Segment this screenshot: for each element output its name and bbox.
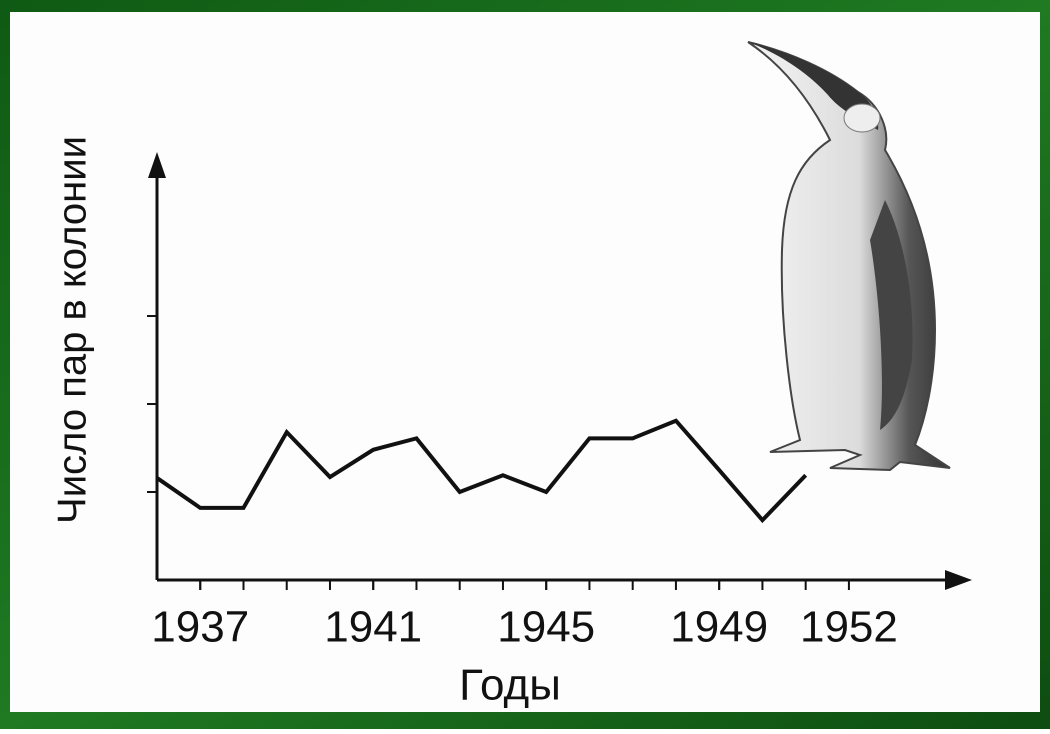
x-tick-label: 1937 [151,603,249,652]
penguin [747,41,951,472]
y-axis-label: Число пар в колонии [51,136,95,524]
x-tick-label: 1945 [497,603,595,652]
y-arrow [148,152,166,178]
x-arrow [945,570,972,590]
x-tick-label: 1952 [800,603,898,652]
x-tick-label: 1949 [670,603,768,652]
x-tick-label: 1941 [324,603,422,652]
x-axis-label: Годы [459,661,561,710]
data-line [155,418,808,524]
